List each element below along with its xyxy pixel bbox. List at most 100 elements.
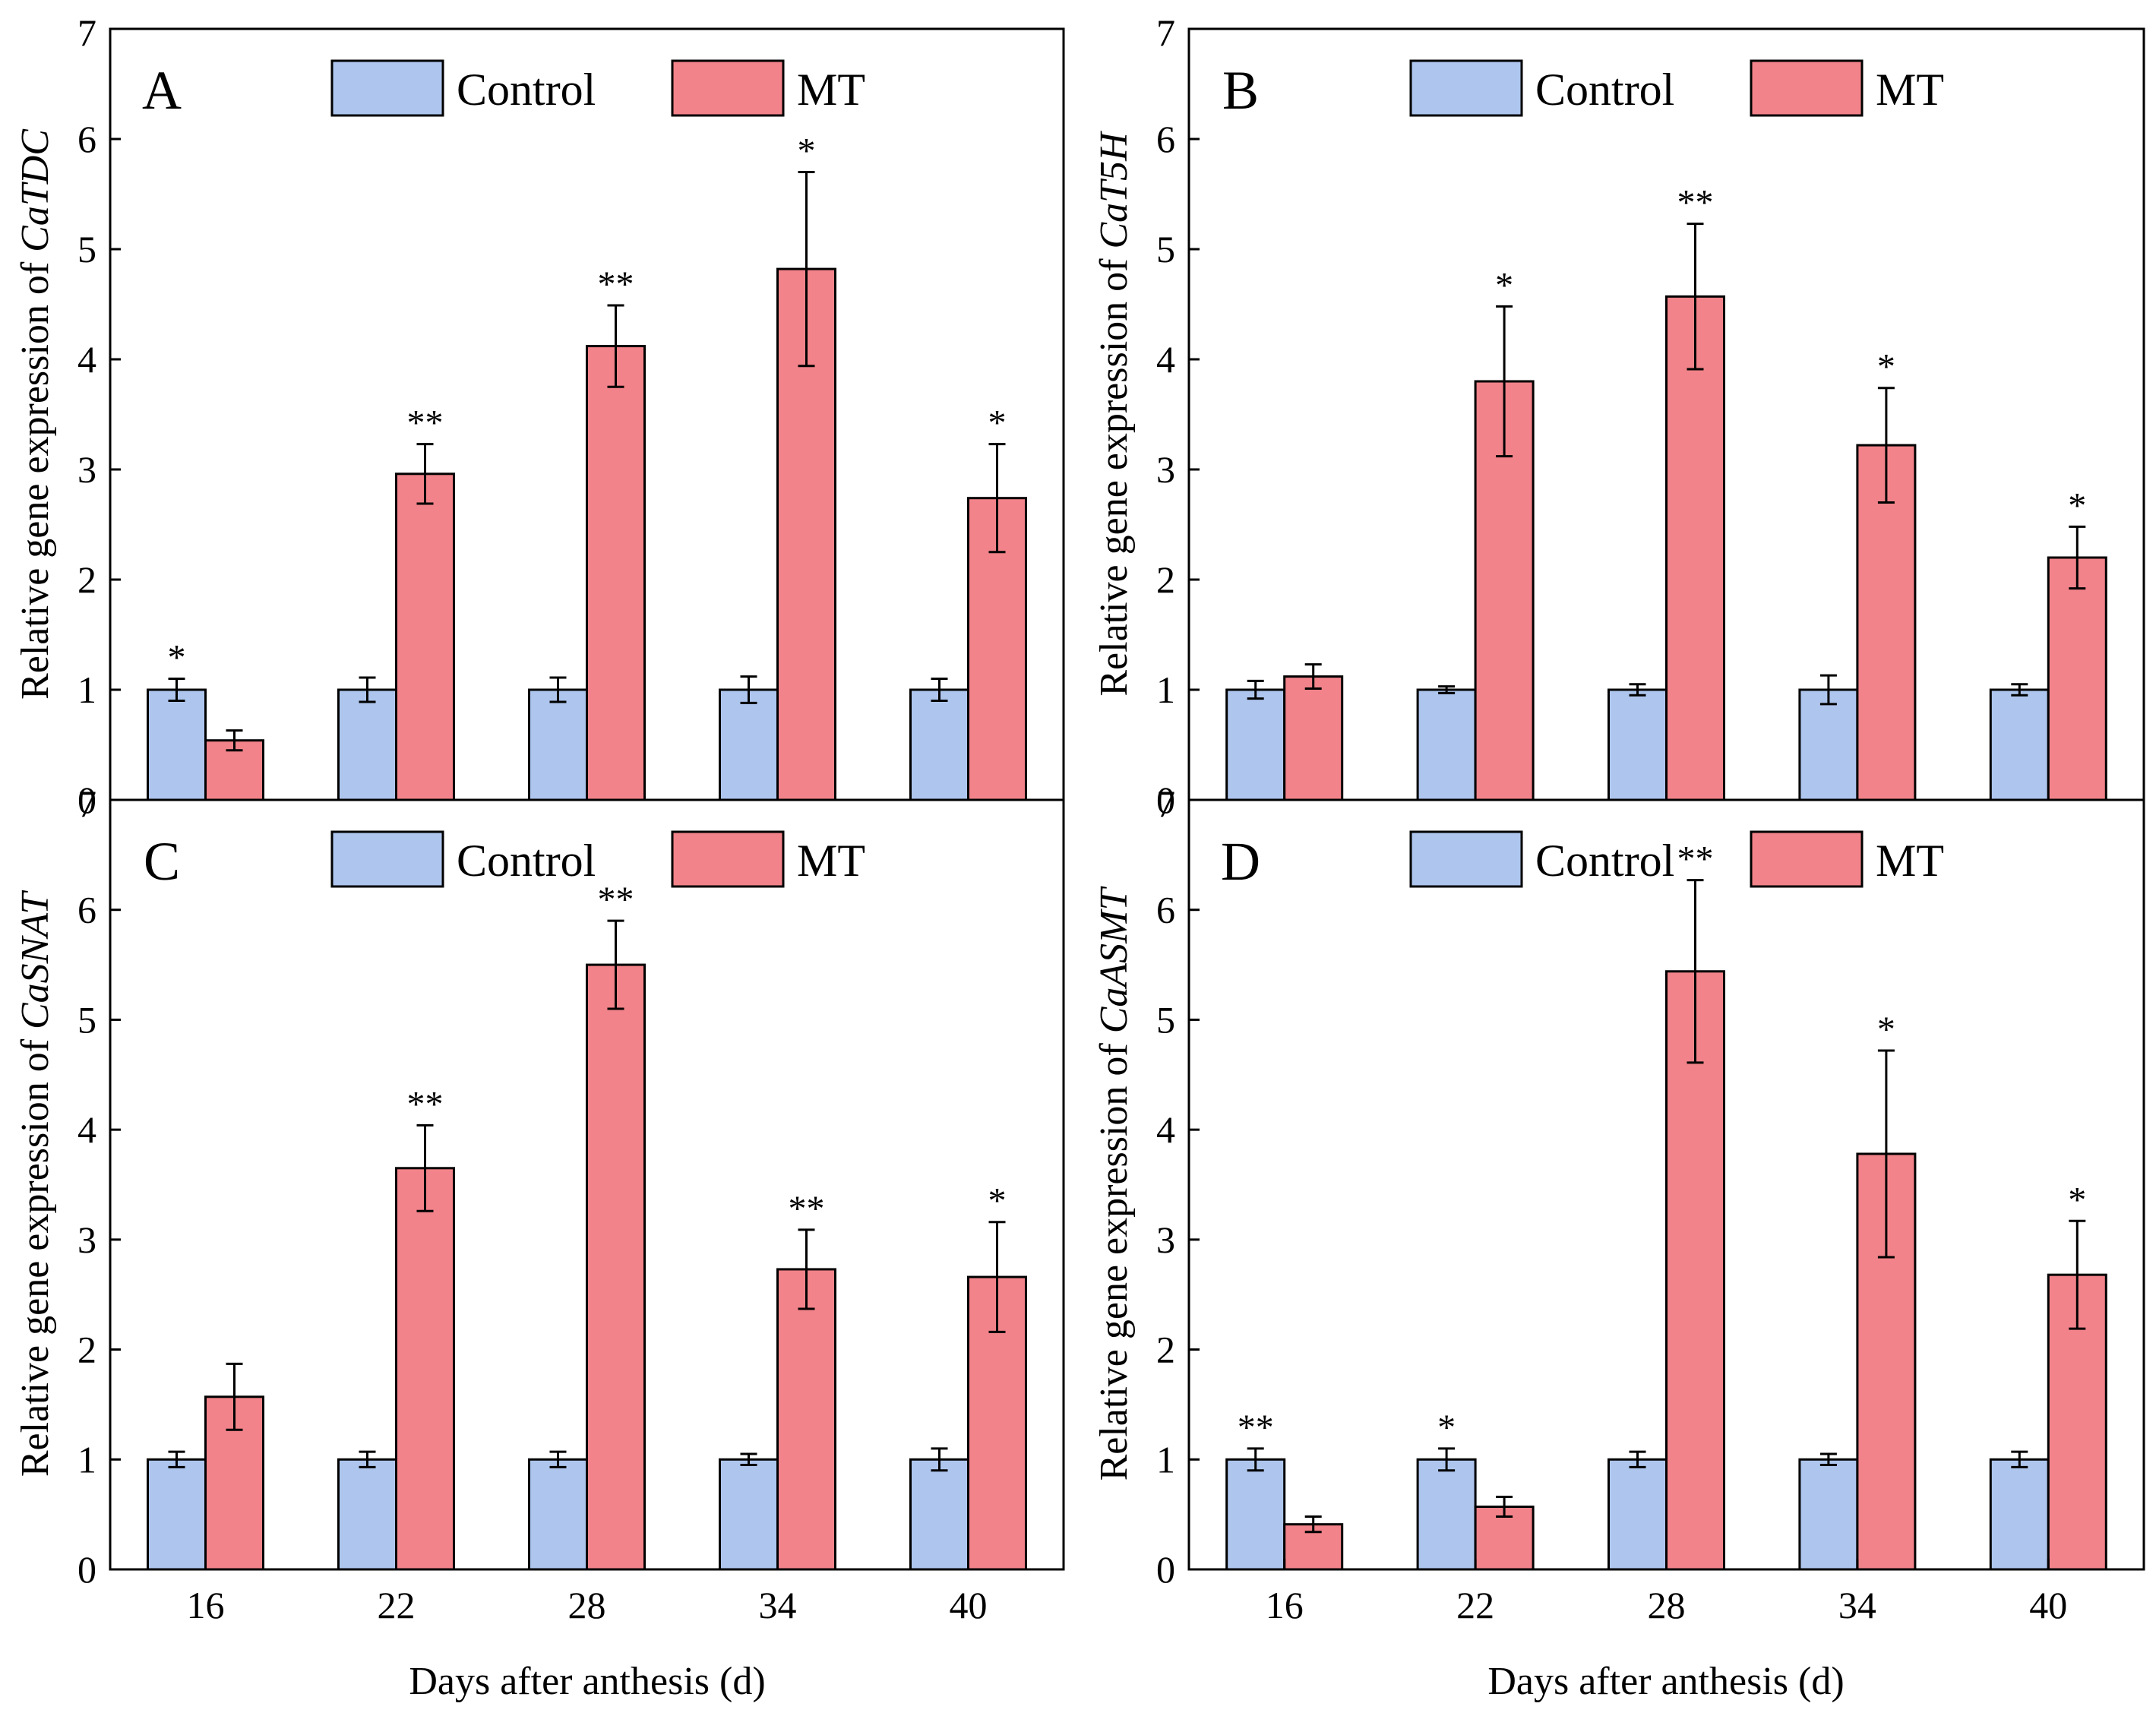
legend-swatch-mt [1750, 830, 1864, 888]
significance-mark: * [1877, 1010, 1895, 1050]
bar-mt-34 [1856, 444, 1917, 801]
y-tick-label: 5 [77, 228, 96, 270]
y-tick-label: 1 [77, 1438, 96, 1481]
y-tick-label: 7 [77, 11, 96, 54]
bar-control-40 [1989, 1458, 2050, 1571]
y-axis-title-prefix: Relative gene expression of [14, 1029, 57, 1477]
y-tick-label: 0 [77, 1548, 96, 1591]
x-tick-label: 34 [1838, 1584, 1876, 1626]
bar-control-16 [147, 1458, 207, 1571]
y-tick-label: 5 [1156, 998, 1175, 1041]
legend-swatch-control [330, 830, 444, 888]
bar-control-34 [719, 1458, 779, 1571]
significance-mark: * [988, 1181, 1007, 1221]
y-tick-label: 4 [1156, 338, 1175, 381]
panel-letter: A [142, 60, 182, 121]
x-tick-label: 40 [950, 1584, 988, 1626]
bar-mt-28 [586, 963, 646, 1571]
bar-control-22 [337, 1458, 397, 1571]
significance-mark: * [1495, 265, 1513, 305]
bar-control-22 [1416, 1458, 1477, 1571]
y-axis-title-prefix: Relative gene expression of [1092, 1033, 1136, 1481]
bar-control-40 [909, 688, 969, 801]
bar-mt-40 [2047, 556, 2107, 801]
significance-mark: ** [407, 1084, 444, 1124]
bar-mt-28 [586, 345, 646, 801]
bar-control-40 [1989, 688, 2050, 801]
y-axis-title-prefix: Relative gene expression of [14, 252, 57, 700]
legend-label-control: Control [1535, 65, 1674, 115]
legend-swatch-control [1409, 830, 1523, 888]
y-tick-label: 6 [77, 889, 96, 931]
legend-label-mt: MT [1876, 836, 1944, 886]
panel-letter: B [1222, 60, 1259, 121]
bar-mt-28 [1665, 970, 1725, 1571]
legend-label-mt: MT [797, 65, 865, 115]
legend-label-mt: MT [797, 836, 865, 886]
significance-mark: * [988, 403, 1007, 444]
x-tick-label: 28 [568, 1584, 606, 1626]
bar-control-28 [528, 1458, 588, 1571]
bar-control-16 [1225, 1458, 1286, 1571]
y-tick-label: 6 [1156, 889, 1175, 931]
significance-mark: ** [1677, 183, 1714, 223]
significance-mark: * [1877, 347, 1895, 387]
x-tick-label: 28 [1648, 1584, 1686, 1626]
y-axis-title-gene: CaTDC [14, 128, 57, 252]
legend-label-mt: MT [1876, 65, 1944, 115]
bar-control-34 [1798, 688, 1859, 801]
y-axis-title: Relative gene expression of CaT5H [1092, 131, 1136, 697]
y-tick-label: 3 [77, 1218, 96, 1261]
panel-letter: D [1221, 831, 1260, 892]
significance-mark: ** [1677, 839, 1714, 880]
bar-mt-22 [395, 472, 455, 801]
bar-mt-28 [1665, 295, 1725, 801]
bar-control-16 [1225, 688, 1286, 801]
significance-mark: * [2068, 1180, 2086, 1220]
x-tick-label: 40 [2029, 1584, 2067, 1626]
y-axis-title-prefix: Relative gene expression of [1092, 249, 1136, 697]
bar-control-34 [1798, 1458, 1859, 1571]
significance-mark: ** [598, 880, 634, 920]
x-tick-label: 16 [1266, 1584, 1304, 1626]
y-tick-label: 2 [1156, 558, 1175, 601]
y-tick-label: 3 [1156, 1218, 1175, 1261]
significance-mark: * [798, 131, 816, 172]
y-tick-label: 2 [1156, 1329, 1175, 1371]
y-tick-label: 0 [1156, 779, 1175, 821]
y-axis-title: Relative gene expression of CaTDC [14, 128, 57, 700]
significance-mark: * [2068, 485, 2086, 526]
x-tick-label: 34 [759, 1584, 797, 1626]
significance-mark: * [1437, 1408, 1456, 1448]
x-axis-title-right: Days after anthesis (d) [1487, 1660, 1844, 1703]
y-tick-label: 7 [77, 782, 96, 825]
panel-letter: C [144, 831, 180, 892]
y-tick-label: 6 [1156, 118, 1175, 160]
legend-swatch-mt [671, 59, 785, 117]
y-axis-title-gene: CaASMT [1092, 886, 1136, 1034]
legend-label-control: Control [1535, 836, 1674, 886]
y-tick-label: 2 [77, 1329, 96, 1371]
y-tick-label: 5 [1156, 228, 1175, 270]
bar-control-28 [1608, 688, 1668, 801]
y-tick-label: 7 [1156, 782, 1175, 825]
legend-label-control: Control [457, 65, 596, 115]
y-tick-label: 0 [77, 779, 96, 821]
y-axis-title-gene: CaSNAT [14, 890, 57, 1029]
y-tick-label: 1 [1156, 1438, 1175, 1481]
bar-control-22 [1416, 688, 1477, 801]
legend-swatch-control [1409, 59, 1523, 117]
y-tick-label: 5 [77, 998, 96, 1041]
y-tick-label: 4 [1156, 1108, 1175, 1151]
y-tick-label: 4 [77, 1108, 96, 1151]
y-tick-label: 3 [1156, 448, 1175, 491]
significance-mark: ** [789, 1189, 825, 1229]
y-axis-title: Relative gene expression of CaASMT [1092, 886, 1136, 1481]
bar-control-16 [147, 688, 207, 801]
y-tick-label: 4 [77, 338, 96, 381]
x-tick-label: 16 [187, 1584, 225, 1626]
significance-mark: ** [598, 264, 634, 305]
bar-control-34 [719, 688, 779, 801]
